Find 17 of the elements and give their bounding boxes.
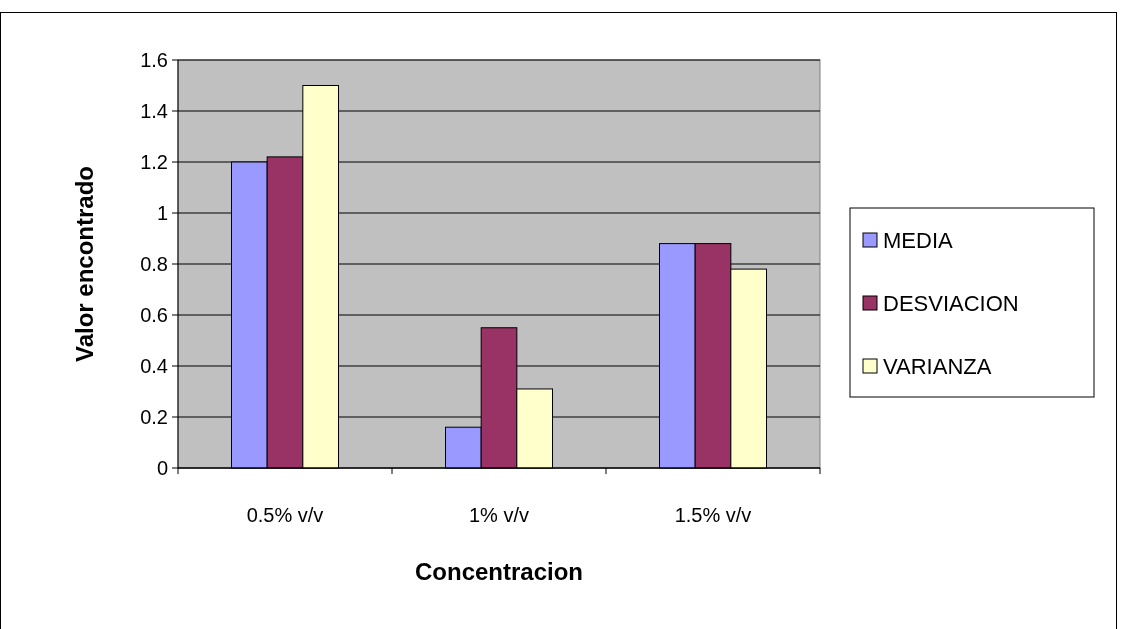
y-tick-label: 0 xyxy=(156,457,168,479)
y-tick-label: 0.6 xyxy=(140,304,168,326)
legend-label: MEDIA xyxy=(883,227,953,253)
y-tick-label: 1 xyxy=(156,202,168,224)
y-tick-label: 1.2 xyxy=(140,151,168,173)
y-tick-label: 1.4 xyxy=(140,100,168,122)
x-tick-label: 1.5% v/v xyxy=(674,504,752,526)
y-tick-label: 0.4 xyxy=(140,355,168,377)
legend-label: VARIANZA xyxy=(883,353,992,379)
y-tick-label: 0.2 xyxy=(140,406,168,428)
y-tick-label: 0.8 xyxy=(140,253,168,275)
legend-label: DESVIACION xyxy=(883,290,1019,316)
y-axis-title: Valor encontrado xyxy=(71,165,98,363)
x-axis-title: Concentracion xyxy=(414,558,584,585)
x-tick-label: 1% v/v xyxy=(468,504,530,526)
y-tick-label: 1.6 xyxy=(140,49,168,71)
x-tick-label: 0.5% v/v xyxy=(246,504,324,526)
